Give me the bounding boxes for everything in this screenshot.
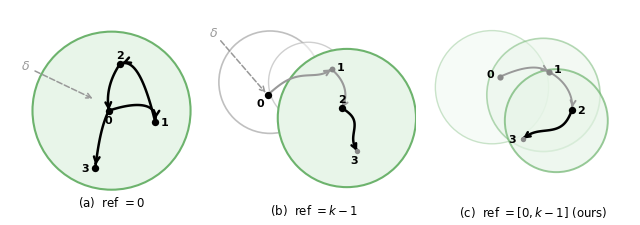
- Text: 0: 0: [256, 98, 264, 108]
- Text: (c)  ref $= [0, k-1]$ (ours): (c) ref $= [0, k-1]$ (ours): [459, 204, 607, 219]
- Point: [566, 109, 577, 113]
- Circle shape: [278, 50, 416, 187]
- Circle shape: [505, 70, 608, 172]
- Point: [104, 109, 114, 113]
- Text: 0: 0: [486, 70, 494, 80]
- Circle shape: [269, 43, 348, 123]
- Circle shape: [219, 32, 321, 134]
- Text: 0: 0: [105, 116, 113, 126]
- Point: [90, 166, 100, 170]
- Text: 1: 1: [161, 117, 169, 127]
- Point: [543, 71, 554, 74]
- Point: [337, 106, 347, 110]
- Point: [495, 76, 505, 79]
- Text: 2: 2: [116, 50, 124, 60]
- Point: [326, 68, 337, 72]
- Point: [115, 63, 125, 67]
- Circle shape: [33, 32, 191, 190]
- Circle shape: [435, 32, 548, 144]
- Text: (b)  ref $= k-1$: (b) ref $= k-1$: [269, 202, 358, 218]
- Text: 1: 1: [337, 63, 344, 72]
- Point: [150, 120, 160, 124]
- Text: 3: 3: [81, 163, 89, 173]
- Text: 2: 2: [338, 95, 346, 105]
- Text: $\delta$: $\delta$: [209, 27, 218, 40]
- Point: [518, 137, 528, 141]
- Text: 2: 2: [577, 106, 585, 116]
- Text: $\delta$: $\delta$: [21, 60, 31, 73]
- Point: [352, 150, 362, 153]
- Text: (a)  ref $= 0$: (a) ref $= 0$: [78, 194, 145, 209]
- Text: 3: 3: [351, 155, 358, 165]
- Text: 1: 1: [554, 65, 561, 75]
- Text: 3: 3: [509, 134, 516, 144]
- Point: [262, 94, 273, 97]
- Circle shape: [487, 39, 600, 152]
